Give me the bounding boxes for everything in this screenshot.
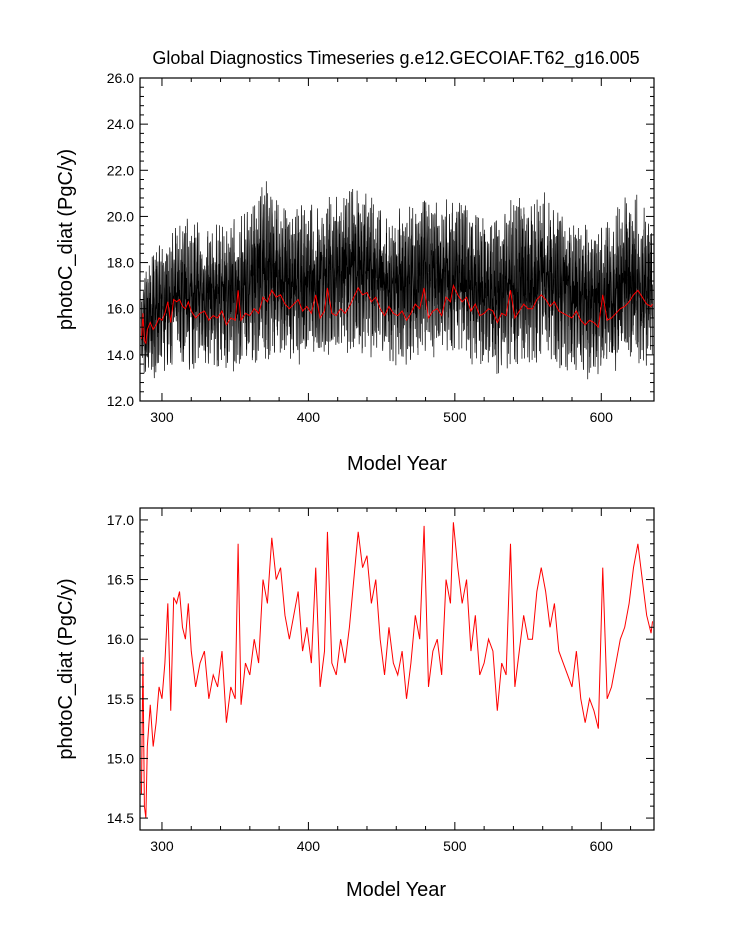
figure-title: Global Diagnostics Timeseries g.e12.GECO…	[152, 48, 639, 69]
top-chart-panel: 300 400 500 600 12.0 14.0 16.0 18.0 20.0 22.0 24.0…	[55, 70, 655, 475]
bottom-chart-y-tick-label: 16.0	[107, 631, 134, 647]
bottom-chart-x-tick-label: 600	[590, 838, 614, 854]
bottom-chart-x-tick-label: 400	[297, 838, 321, 854]
top-chart-y-tick-label: 26.0	[107, 70, 134, 86]
bottom-chart-y-tick-label: 15.5	[107, 691, 134, 707]
top-chart-y-tick-label: 12.0	[107, 393, 134, 409]
bottom-chart-y-tick-label: 16.5	[107, 572, 134, 588]
top-chart-y-axis-label: photoC_diat (PgC/y)	[55, 149, 77, 330]
top-chart-x-tick-label: 300	[150, 409, 174, 425]
top-chart-y-tick-label: 16.0	[107, 301, 134, 317]
top-chart-x-axis-label: Model Year	[347, 453, 447, 475]
top-chart-annual-series-line	[140, 284, 653, 345]
top-chart-x-tick-label: 600	[590, 409, 614, 425]
top-chart-frame	[139, 77, 655, 402]
bottom-chart-x-tick-label: 300	[150, 838, 174, 854]
bottom-chart-x-tick-label: 500	[443, 838, 467, 854]
bottom-chart-frame	[139, 507, 655, 831]
top-chart-monthly-series-line	[141, 181, 653, 380]
bottom-chart-x-axis-label: Model Year	[346, 879, 446, 901]
top-chart-y-tick-label: 18.0	[107, 255, 134, 271]
top-chart-y-tick-label: 20.0	[107, 208, 134, 224]
top-chart-x-tick-label: 500	[443, 409, 467, 425]
bottom-chart-annual-series-line	[140, 522, 654, 819]
top-chart-y-tick-label: 14.0	[107, 347, 134, 363]
bottom-chart-y-tick-label: 17.0	[107, 512, 134, 528]
top-chart-y-tick-label: 24.0	[107, 116, 134, 132]
bottom-chart-y-tick-label: 15.0	[107, 750, 134, 766]
top-chart-y-tick-label: 22.0	[107, 162, 134, 178]
top-chart-x-tick-label: 400	[297, 409, 321, 425]
bottom-chart-panel: 300 400 500 600 14.5 15.0 15.5 16.0 16.5 17.0 Mod…	[55, 507, 655, 901]
bottom-chart-y-tick-label: 14.5	[107, 810, 134, 826]
bottom-chart-y-axis-label: photoC_diat (PgC/y)	[55, 578, 77, 759]
